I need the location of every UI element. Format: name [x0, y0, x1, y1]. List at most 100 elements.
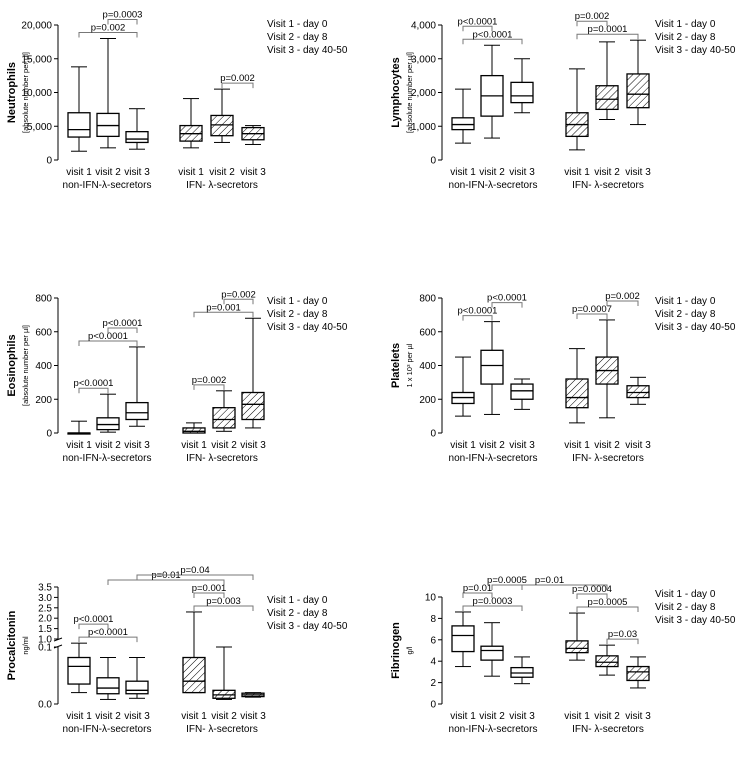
x-tick-label: visit 3 — [625, 440, 651, 451]
p-value-label: p=0.04 — [180, 565, 209, 576]
group-label: IFN- λ-secretors — [186, 724, 258, 735]
group-label: non-IFN-λ-secretors — [449, 453, 538, 464]
p-value-label: p<0.0001 — [88, 331, 128, 342]
significance-bracket — [78, 340, 138, 346]
p-value-label: p=0.0003 — [103, 10, 143, 21]
x-tick-label: visit 1 — [181, 440, 207, 451]
y-axis-label: Eosinophils — [6, 334, 18, 396]
p-value-label: p<0.0001 — [487, 293, 527, 304]
box-body — [510, 383, 534, 400]
x-tick-label: visit 2 — [95, 167, 121, 178]
box-body — [510, 81, 534, 104]
box-3 — [125, 108, 149, 150]
p-value-label: p=0.002 — [192, 375, 227, 386]
significance-bracket — [78, 32, 138, 38]
box-6 — [241, 692, 265, 698]
legend-entry: Visit 1 - day 0 — [267, 296, 328, 307]
y-axis-sublabel: [absolute number per µl] — [21, 52, 30, 133]
legend-entry: Visit 1 - day 0 — [267, 595, 328, 606]
box-body — [451, 117, 475, 131]
box-body — [182, 427, 206, 434]
p-value-label: p<0.0001 — [458, 306, 498, 317]
y-axis-sublabel: ng/ml — [21, 636, 30, 655]
y-axis-label: Lymphocytes — [390, 57, 402, 128]
p-value-label: p=0.0005 — [487, 575, 527, 586]
p-value-label: p=0.002 — [91, 23, 126, 34]
legend-entry: Visit 2 - day 8 — [267, 32, 328, 43]
group-label: non-IFN-λ-secretors — [449, 180, 538, 191]
x-tick-label: visit 2 — [479, 167, 505, 178]
p-value-label: p=0.002 — [575, 11, 610, 22]
p-value-label: p=0.0005 — [588, 597, 628, 608]
x-tick-label: visit 1 — [181, 711, 207, 722]
y-tick-label: 600 — [419, 327, 436, 338]
legend-entry: Visit 1 - day 0 — [655, 296, 716, 307]
significance-bracket — [462, 605, 523, 611]
x-tick-label: visit 2 — [479, 711, 505, 722]
p-value-label: p=0.0003 — [473, 596, 513, 607]
legend-entry: Visit 3 - day 40-50 — [267, 45, 348, 56]
y-axis-label: Platelets — [390, 343, 402, 388]
box-3 — [125, 346, 149, 427]
y-tick-label: 600 — [35, 327, 52, 338]
y-tick-label: 4 — [430, 657, 436, 668]
y-tick-label: 400 — [419, 361, 436, 372]
y-tick-label: 4,000 — [411, 21, 436, 32]
box-body — [595, 85, 619, 111]
box-body — [210, 114, 234, 137]
box-4 — [182, 422, 206, 434]
p-value-label: p=0.01 — [535, 575, 564, 586]
legend-entry: Visit 3 - day 40-50 — [267, 322, 348, 333]
group-label: non-IFN-λ-secretors — [449, 724, 538, 735]
y-tick-label: 0 — [430, 156, 436, 167]
box-1 — [451, 611, 475, 668]
chart-panel-1: 0 5,000 10,000 15,000 20,000 Neutrophils [abso… — [6, 10, 348, 192]
box-5 — [595, 41, 619, 120]
group-label: non-IFN-λ-secretors — [63, 724, 152, 735]
x-tick-label: visit 3 — [509, 167, 535, 178]
x-tick-label: visit 2 — [594, 167, 620, 178]
y-tick-label: 800 — [35, 294, 52, 305]
legend-entry: Visit 2 - day 8 — [267, 309, 328, 320]
significance-bracket — [221, 82, 254, 89]
p-value-label: p=0.003 — [206, 596, 241, 607]
y-tick-label: 3.0 — [38, 593, 52, 604]
p-value-label: p=0.03 — [608, 629, 637, 640]
chart-panel-3: 0 200 400 600 800 Eosinophils [absolute number… — [6, 289, 348, 464]
p-value-label: p<0.0001 — [473, 29, 513, 40]
significance-bracket — [193, 605, 254, 611]
p-value-label: p=0.01 — [463, 583, 492, 594]
box-6 — [241, 317, 265, 429]
significance-bracket — [491, 302, 523, 308]
legend-entry: Visit 1 - day 0 — [655, 19, 716, 30]
box-body — [241, 391, 265, 421]
y-axis-sublabel: g/l — [405, 646, 414, 654]
box-body — [125, 401, 149, 421]
y-tick-label: 2.5 — [38, 603, 52, 614]
y-tick-label: 0 — [430, 700, 436, 711]
significance-bracket — [462, 592, 493, 598]
p-value-label: p<0.0001 — [88, 627, 128, 638]
group-label: non-IFN-λ-secretors — [63, 180, 152, 191]
legend-entry: Visit 2 - day 8 — [655, 602, 716, 613]
chart-panel-5: 0.0 0.11.01.52.02.53.03.5 Procalcitonin ng/… — [6, 565, 348, 735]
significance-bracket — [606, 638, 639, 645]
legend-entry: Visit 2 - day 8 — [655, 32, 716, 43]
box-6 — [626, 39, 650, 126]
box-2 — [480, 44, 504, 139]
group-label: IFN- λ-secretors — [186, 453, 258, 464]
y-tick-label: 20,000 — [21, 21, 52, 32]
x-tick-label: visit 2 — [209, 167, 235, 178]
box-body — [565, 640, 589, 654]
box-body — [67, 112, 91, 138]
y-tick-label: 200 — [35, 395, 52, 406]
significance-bracket — [576, 593, 608, 600]
box-body — [96, 112, 120, 138]
box-3 — [510, 58, 534, 114]
x-tick-label: visit 2 — [479, 440, 505, 451]
p-value-label: p=0.002 — [220, 73, 255, 84]
x-tick-label: visit 1 — [450, 711, 476, 722]
chart-panel-2: 0 1,000 2,000 3,000 4,000 Lymphocytes [absolut… — [390, 11, 736, 191]
significance-bracket — [576, 33, 639, 40]
